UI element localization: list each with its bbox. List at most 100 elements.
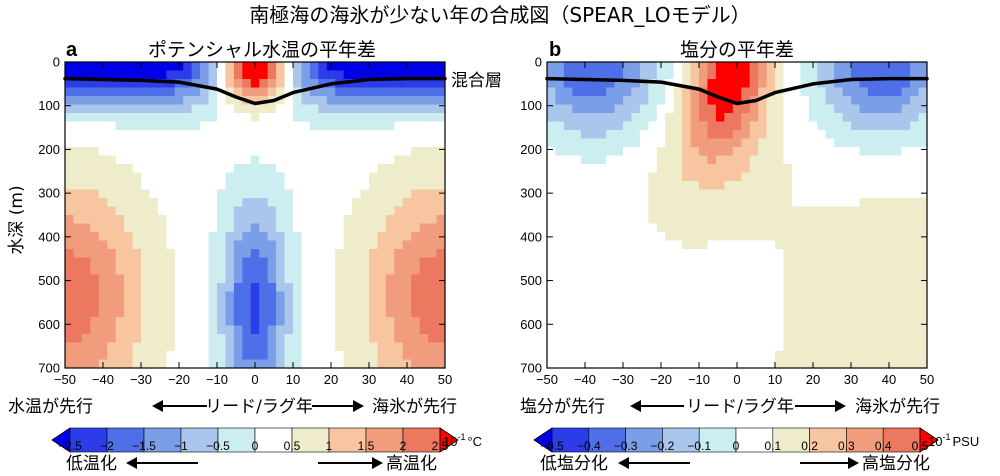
heatmap-cell	[766, 130, 776, 140]
heatmap-cell	[65, 181, 75, 191]
heatmap-cell	[81, 206, 91, 216]
heatmap-cell	[842, 274, 852, 284]
heatmap-cell	[758, 215, 768, 225]
heatmap-cell	[166, 283, 176, 293]
heatmap-cell	[107, 172, 117, 182]
heatmap-cell	[90, 164, 100, 174]
heatmap-cell	[859, 351, 869, 361]
heatmap-cell	[276, 198, 286, 208]
heatmap-cell	[623, 300, 633, 310]
heatmap-cell	[791, 155, 801, 165]
heatmap-cell	[428, 79, 438, 89]
heatmap-cell	[665, 172, 675, 182]
heatmap-cell	[107, 138, 117, 148]
heatmap-cell	[394, 291, 404, 301]
heatmap-cell	[141, 147, 151, 157]
heatmap-cell	[699, 206, 709, 216]
heatmap-cell	[758, 300, 768, 310]
heatmap-cell	[217, 121, 227, 131]
left-arrow-icon-b	[630, 400, 684, 412]
heatmap-cell	[825, 266, 835, 276]
heatmap-cell	[309, 317, 319, 327]
heatmap-cell	[259, 351, 269, 361]
heatmap-cell	[648, 325, 658, 335]
x-tick-label: −30	[130, 372, 152, 387]
heatmap-cell	[132, 291, 142, 301]
heatmap-cell	[673, 215, 683, 225]
heatmap-cell	[141, 104, 151, 114]
heatmap-cell	[318, 113, 328, 123]
heatmap-cell	[115, 121, 125, 131]
heatmap-cell	[867, 198, 877, 208]
heatmap-cell	[597, 70, 607, 80]
heatmap-cell	[851, 232, 861, 242]
heatmap-cell	[876, 342, 886, 352]
heatmap-cell	[301, 300, 311, 310]
heatmap-cell	[775, 342, 785, 352]
heatmap-cell	[276, 215, 286, 225]
heatmap-cell	[90, 232, 100, 242]
heatmap-cell	[81, 164, 91, 174]
heatmap-cell	[217, 334, 227, 344]
heatmap-cell	[918, 70, 927, 80]
heatmap-cell	[301, 113, 311, 123]
heatmap-cell	[547, 96, 557, 106]
heatmap-cell	[775, 113, 785, 123]
heatmap-cell	[867, 223, 877, 233]
heatmap-cell	[893, 181, 903, 191]
heatmap-cell	[648, 79, 658, 89]
heatmap-cell	[73, 257, 83, 267]
heatmap-cell	[555, 155, 565, 165]
heatmap-cell	[901, 147, 911, 157]
heatmap-cell	[335, 189, 345, 199]
heatmap-cell	[547, 291, 557, 301]
heatmap-cell	[547, 215, 557, 225]
heatmap-cell	[208, 62, 218, 72]
heatmap-cell	[419, 291, 429, 301]
heatmap-cell	[825, 138, 835, 148]
heatmap-cell	[842, 240, 852, 250]
heatmap-cell	[673, 334, 683, 344]
heatmap-cell	[884, 189, 894, 199]
heatmap-cell	[791, 147, 801, 157]
heatmap-cell	[606, 249, 616, 259]
heatmap-cell	[547, 130, 557, 140]
heatmap-cell	[547, 274, 557, 284]
heatmap-cell	[419, 87, 429, 97]
heatmap-cell	[352, 189, 362, 199]
heatmap-cell	[749, 70, 759, 80]
heatmap-cell	[343, 291, 353, 301]
heatmap-cell	[284, 300, 294, 310]
heatmap-cell	[200, 274, 210, 284]
heatmap-cell	[699, 325, 709, 335]
heatmap-cell	[259, 266, 269, 276]
heatmap-cell	[547, 334, 557, 344]
heatmap-cell	[648, 206, 658, 216]
heatmap-cell	[174, 121, 184, 131]
heatmap-cell	[132, 232, 142, 242]
heatmap-cell	[749, 121, 759, 131]
heatmap-cell	[563, 147, 573, 157]
heatmap-cell	[918, 359, 927, 368]
heatmap-cell	[284, 147, 294, 157]
heatmap-cell	[580, 79, 590, 89]
heatmap-cell	[808, 308, 818, 318]
heatmap-cell	[360, 351, 370, 361]
heatmap-cell	[411, 130, 421, 140]
heatmap-cell	[73, 79, 83, 89]
heatmap-cell	[369, 87, 379, 97]
heatmap-cell	[783, 215, 793, 225]
heatmap-cell	[808, 130, 818, 140]
heatmap-cell	[851, 96, 861, 106]
heatmap-cell	[242, 334, 252, 344]
heatmap-cell	[377, 215, 387, 225]
heatmap-cell	[648, 130, 658, 140]
heatmap-cell	[732, 266, 742, 276]
heatmap-cell	[597, 283, 607, 293]
heatmap-cell	[597, 249, 607, 259]
heatmap-cell	[242, 215, 252, 225]
heatmap-cell	[918, 164, 927, 174]
heatmap-cell	[369, 62, 379, 72]
heatmap-cell	[402, 232, 412, 242]
heatmap-cell	[724, 351, 734, 361]
